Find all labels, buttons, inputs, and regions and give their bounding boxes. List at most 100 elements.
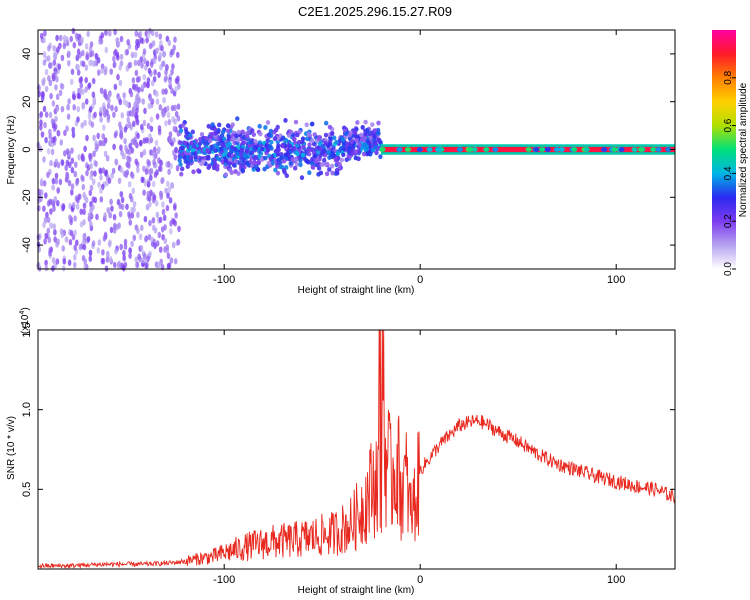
spectrogram-cell bbox=[318, 170, 324, 176]
spectrogram-cell bbox=[134, 158, 139, 165]
carrier-dot bbox=[631, 147, 638, 152]
spectrogram-cell bbox=[55, 34, 59, 42]
spectrogram-y-tick-label: -40 bbox=[21, 237, 33, 253]
spectrogram-cell bbox=[40, 131, 45, 138]
spectrogram-cell bbox=[257, 140, 263, 146]
spectrogram-cell bbox=[104, 46, 109, 54]
spectrogram-cell bbox=[59, 139, 64, 146]
spectrogram-cell bbox=[309, 161, 315, 166]
spectrogram-cell bbox=[119, 144, 123, 151]
spectrogram-cell bbox=[150, 236, 154, 243]
spectrogram-cell bbox=[166, 180, 170, 187]
spectrogram-cell bbox=[118, 202, 122, 210]
spectrogram-cell bbox=[123, 170, 128, 178]
spectrogram-cell bbox=[304, 122, 309, 128]
spectrogram-cell bbox=[178, 140, 183, 146]
spectrogram-cell bbox=[63, 129, 67, 137]
spectrogram-cell bbox=[170, 68, 174, 76]
spectrogram-cell bbox=[359, 132, 364, 138]
spectrogram-cell bbox=[76, 48, 81, 55]
spectrogram-cell bbox=[144, 236, 148, 243]
spectrogram-cell bbox=[146, 255, 150, 262]
spectrogram-cell bbox=[128, 219, 133, 226]
spectrogram-cell bbox=[153, 242, 157, 249]
spectrogram-cell bbox=[122, 153, 126, 160]
carrier-dot bbox=[467, 147, 474, 152]
snr-series bbox=[37, 329, 676, 570]
spectrogram-cell bbox=[238, 151, 244, 157]
spectrogram-cell bbox=[51, 136, 55, 144]
spectrogram-cell bbox=[82, 208, 86, 215]
spectrogram-cell bbox=[301, 144, 306, 150]
spectrogram-cell bbox=[92, 134, 96, 142]
spectrogram-cell bbox=[317, 156, 322, 162]
spectrogram-cell bbox=[378, 154, 383, 160]
spectrogram-cell bbox=[335, 170, 340, 176]
spectrogram-cell bbox=[212, 158, 217, 164]
spectrogram-cell bbox=[373, 140, 378, 146]
spectrogram-cell bbox=[168, 136, 173, 144]
colorbar-tick-label: 0.8 bbox=[723, 70, 734, 84]
spectrogram-cell bbox=[213, 148, 218, 153]
spectrogram-cell bbox=[70, 147, 74, 154]
spectrogram-cell bbox=[167, 39, 172, 46]
spectrogram-cell bbox=[183, 159, 188, 164]
spectrogram-cell bbox=[201, 139, 206, 144]
spectrogram-cell bbox=[114, 248, 118, 255]
spectrogram-cell bbox=[342, 146, 347, 152]
spectrogram-cell bbox=[53, 229, 57, 236]
spectrogram-cell bbox=[188, 132, 193, 138]
spectrogram-cell bbox=[170, 104, 175, 112]
spectrogram-cell bbox=[199, 132, 205, 137]
spectrogram-cell bbox=[343, 131, 349, 137]
spectrogram-cell bbox=[207, 138, 213, 144]
spectrogram-cell bbox=[119, 166, 124, 173]
spectrogram-cell bbox=[85, 169, 89, 177]
spectrogram-cell bbox=[149, 174, 153, 181]
spectrogram-cell bbox=[46, 55, 51, 62]
spectrogram-cell bbox=[132, 234, 137, 241]
spectrogram-cell bbox=[44, 136, 48, 144]
spectrogram-cell bbox=[84, 64, 89, 71]
spectrogram-cell bbox=[148, 95, 153, 102]
spectrogram-cell bbox=[61, 245, 65, 252]
spectrogram-cell bbox=[361, 142, 367, 148]
spectrogram-cell bbox=[97, 69, 101, 76]
spectrogram-cell bbox=[219, 133, 225, 139]
spectrogram-cell bbox=[84, 43, 89, 50]
spectrogram-cell bbox=[135, 76, 140, 83]
spectrogram-cell bbox=[223, 172, 229, 178]
spectrogram-cell bbox=[118, 98, 123, 106]
spectrogram-cell bbox=[70, 189, 74, 196]
spectrogram-cell bbox=[136, 132, 140, 140]
spectrogram-cell bbox=[106, 207, 110, 214]
spectrogram-cell bbox=[90, 121, 95, 128]
spectrogram-cell bbox=[143, 57, 147, 65]
spectrogram-cell bbox=[113, 131, 118, 139]
carrier-dot bbox=[533, 147, 540, 152]
spectrogram-cell bbox=[294, 161, 300, 167]
colorbar-ticks: 0.0 0.2 0.4 0.6 0.8 bbox=[723, 70, 736, 276]
spectrogram-cell bbox=[117, 222, 121, 229]
spectrogram-cell bbox=[51, 177, 56, 185]
spectrogram-cell bbox=[168, 79, 172, 86]
spectrogram-cell bbox=[94, 140, 98, 147]
spectrogram-cell bbox=[372, 134, 377, 140]
spectrogram-cell bbox=[298, 158, 303, 163]
spectrogram-cell bbox=[136, 166, 140, 174]
spectrogram-cell bbox=[77, 193, 82, 200]
spectrogram-cell bbox=[323, 140, 328, 146]
spectrogram-cell bbox=[140, 123, 144, 131]
spectrogram-cell bbox=[112, 111, 116, 118]
spectrogram-cell bbox=[103, 69, 108, 76]
spectrogram-cell bbox=[173, 204, 177, 211]
carrier-dot bbox=[426, 147, 433, 152]
spectrogram-cell bbox=[147, 160, 151, 167]
spectrogram-cell bbox=[148, 219, 152, 227]
spectrogram-y-tick-label: 20 bbox=[21, 96, 33, 108]
spectrogram-cell bbox=[347, 145, 352, 151]
spectrogram-cell bbox=[226, 134, 232, 140]
spectrogram-cell bbox=[179, 171, 184, 177]
spectrogram-cell bbox=[276, 143, 281, 149]
spectrogram-cell bbox=[112, 55, 116, 63]
